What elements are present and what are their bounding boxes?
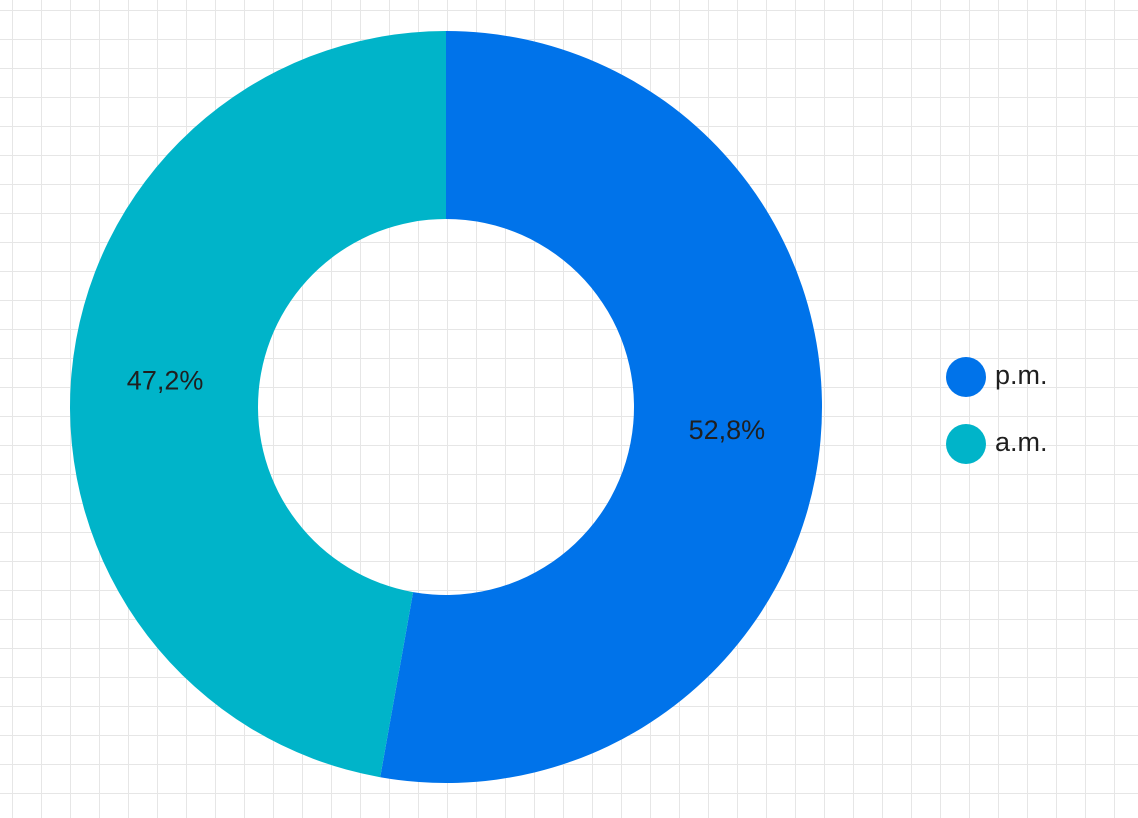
slice [380, 31, 823, 783]
value-label: 52,8% [689, 415, 766, 445]
legend-marker [946, 357, 986, 397]
legend-label: p.m. [995, 360, 1048, 390]
slice [70, 31, 446, 778]
value-label: 47,2% [127, 365, 204, 395]
legend-label: a.m. [995, 427, 1048, 457]
legend-marker [946, 424, 986, 464]
